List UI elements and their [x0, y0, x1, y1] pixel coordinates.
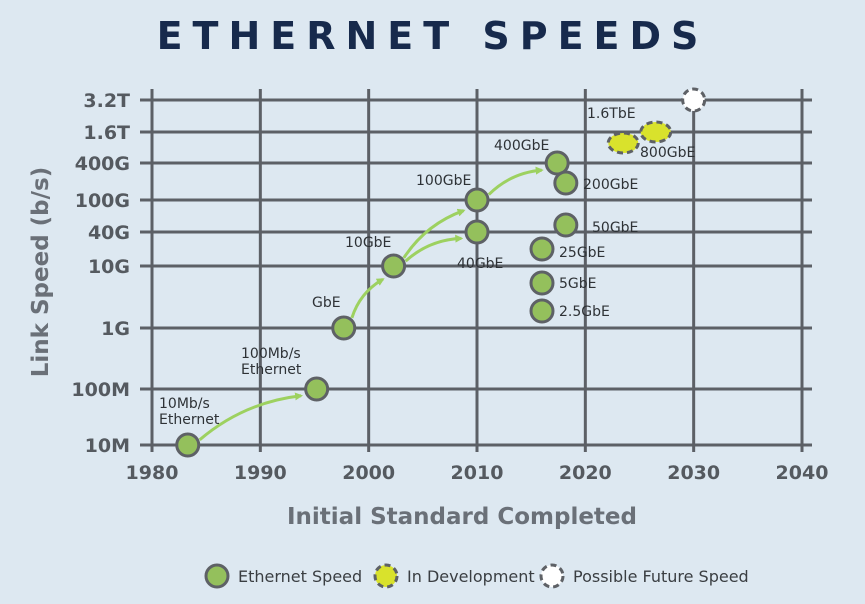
- progression-arrow: [402, 208, 466, 259]
- chart-title: ETHERNET SPEEDS: [156, 14, 709, 58]
- point-label: 2.5GbE: [559, 304, 610, 320]
- point-label: 25GbE: [559, 245, 605, 261]
- ethernet-speed-point: [331, 315, 357, 341]
- legend-label: Ethernet Speed: [238, 567, 362, 586]
- legend-marker-ethernet: [204, 563, 230, 589]
- y-tick-label: 1G: [101, 318, 130, 340]
- point-label: 1.6TbE: [587, 106, 636, 122]
- in-development-point: [639, 120, 673, 144]
- y-tick-label: 40G: [88, 222, 130, 244]
- y-axis-title: Link Speed (b/s): [28, 167, 54, 378]
- point-label: 40GbE: [457, 256, 503, 272]
- y-tick-label: 1.6T: [83, 122, 130, 144]
- y-tick-label: 400G: [75, 153, 130, 175]
- progression-arrow: [198, 392, 304, 441]
- y-tick-label: 100M: [71, 379, 130, 401]
- ethernet-speed-point: [529, 270, 555, 296]
- legend-label: Possible Future Speed: [573, 567, 749, 586]
- point-label: 10Mb/s Ethernet: [159, 396, 220, 428]
- point-label: 200GbE: [583, 177, 638, 193]
- future-speed-point: [681, 87, 707, 113]
- x-tick-label: 2020: [559, 462, 612, 484]
- ethernet-speed-point: [175, 432, 201, 458]
- y-tick-label: 10G: [88, 256, 130, 278]
- x-tick-label: 2040: [776, 462, 829, 484]
- point-label: 800GbE: [640, 145, 695, 161]
- progression-arrow: [487, 166, 544, 196]
- ethernet-speed-point: [464, 219, 490, 245]
- ethernet-speed-point: [529, 298, 555, 324]
- legend-marker-development: [373, 563, 399, 589]
- progression-arrow: [350, 277, 385, 319]
- point-label: 100Mb/s Ethernet: [241, 346, 302, 378]
- legend-label: In Development: [407, 567, 535, 586]
- x-tick-label: 2000: [342, 462, 395, 484]
- ethernet-speed-point: [529, 236, 555, 262]
- legend-marker-future: [539, 563, 565, 589]
- point-label: GbE: [312, 295, 341, 311]
- point-label: 50GbE: [592, 220, 638, 236]
- legend: Ethernet Speed In Development Possible Fut…: [204, 563, 749, 589]
- ethernet-speed-point: [381, 253, 407, 279]
- point-label: 10GbE: [345, 235, 391, 251]
- x-axis-title: Initial Standard Completed: [287, 504, 637, 530]
- ethernet-speed-point: [553, 170, 579, 196]
- ethernet-speed-point: [553, 212, 579, 238]
- point-label: 400GbE: [494, 138, 549, 154]
- x-tick-label: 2010: [451, 462, 504, 484]
- point-label: 5GbE: [559, 276, 597, 292]
- ethernet-speed-point: [304, 376, 330, 402]
- y-tick-label: 10M: [85, 435, 130, 457]
- in-development-point: [606, 131, 640, 155]
- x-tick-label: 2030: [667, 462, 720, 484]
- ethernet-speed-point: [464, 187, 490, 213]
- progression-arrow: [404, 234, 464, 263]
- x-tick-label: 1980: [126, 462, 179, 484]
- y-tick-label: 3.2T: [83, 90, 130, 112]
- point-label: 100GbE: [416, 173, 471, 189]
- x-tick-label: 1990: [234, 462, 287, 484]
- y-tick-label: 100G: [75, 190, 130, 212]
